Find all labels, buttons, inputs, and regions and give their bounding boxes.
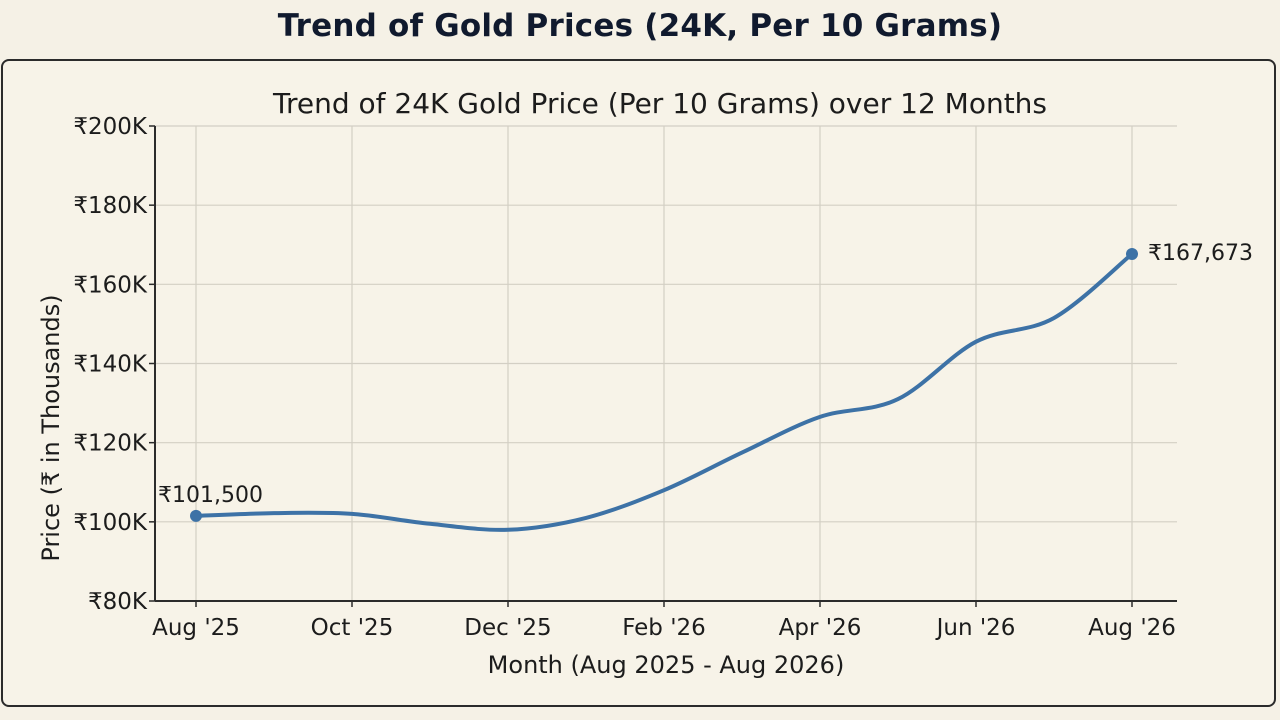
chart-panel: Trend of 24K Gold Price (Per 10 Grams) o…	[1, 59, 1276, 707]
y-tick-label: ₹120K	[73, 431, 148, 457]
axis-layer	[149, 125, 1177, 607]
x-tick-label: Jun '26	[935, 615, 1016, 641]
data-label: ₹101,500	[158, 483, 263, 508]
x-axis-label: Month (Aug 2025 - Aug 2026)	[488, 651, 845, 679]
data-point-marker	[1126, 247, 1138, 260]
page-heading: Trend of Gold Prices (24K, Per 10 Grams)	[277, 8, 1003, 44]
series-layer	[190, 247, 1138, 532]
y-axis-label: Price (₹ in Thousands)	[37, 294, 65, 561]
x-tick-label: Feb '26	[622, 615, 706, 641]
grid-layer	[155, 125, 1177, 601]
y-tick-label: ₹160K	[73, 272, 148, 298]
chart-title: Trend of 24K Gold Price (Per 10 Grams) o…	[272, 87, 1047, 120]
y-tick-label: ₹200K	[73, 114, 148, 140]
y-tick-label: ₹100K	[73, 510, 148, 536]
y-tick-label: ₹180K	[73, 193, 148, 219]
series-line	[194, 252, 1134, 532]
x-tick-label: Oct '25	[311, 615, 394, 641]
gold-price-line-chart: Trend of 24K Gold Price (Per 10 Grams) o…	[37, 87, 1253, 679]
x-tick-label: Aug '26	[1088, 615, 1176, 641]
x-tick-label: Apr '26	[779, 615, 862, 641]
data-point-marker	[190, 509, 202, 522]
y-tick-label: ₹140K	[73, 352, 148, 378]
x-tick-label: Dec '25	[464, 615, 551, 641]
y-tick-label: ₹80K	[88, 589, 148, 615]
data-label: ₹167,673	[1148, 241, 1253, 266]
label-layer: ₹80K ₹100K ₹120K ₹140K ₹160K ₹180K ₹200K Aug '2…	[73, 114, 1253, 641]
x-tick-label: Aug '25	[152, 615, 240, 641]
